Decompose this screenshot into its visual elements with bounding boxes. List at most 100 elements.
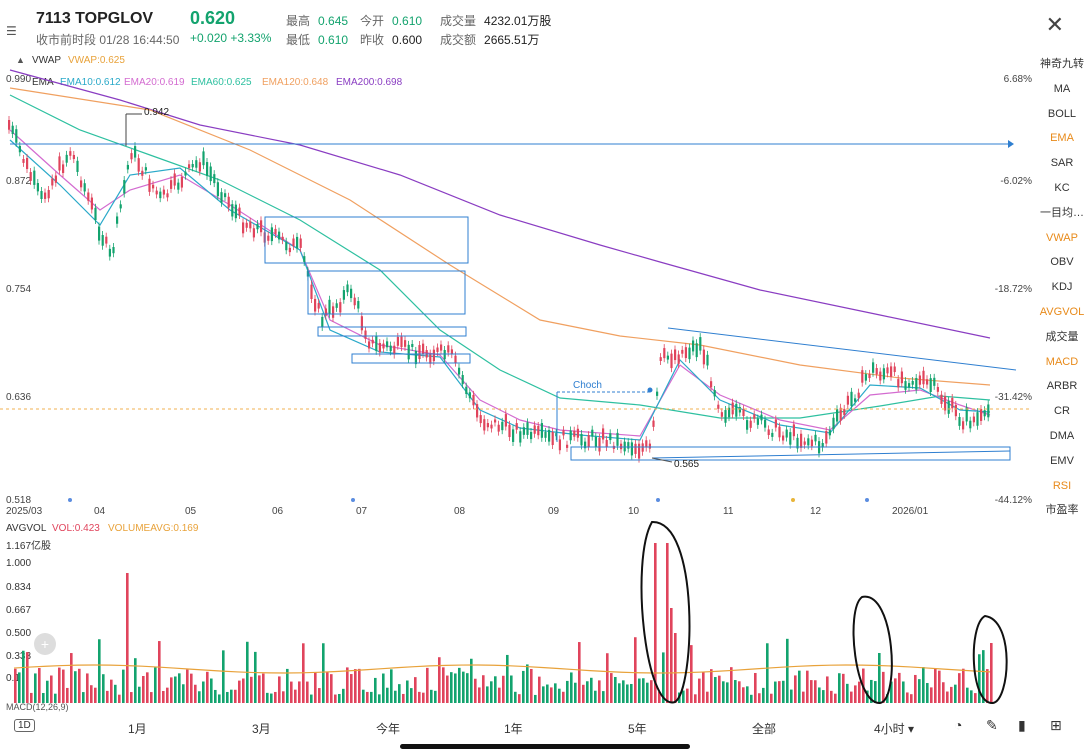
candle-body bbox=[537, 425, 540, 436]
candle-body bbox=[18, 145, 21, 153]
candle-body bbox=[814, 434, 817, 442]
sidebar-item[interactable]: KDJ bbox=[1051, 281, 1073, 294]
range-3m-button[interactable]: 3月 bbox=[252, 722, 271, 736]
candle-body bbox=[785, 429, 788, 438]
candle-body bbox=[854, 398, 857, 402]
candle-body bbox=[620, 443, 623, 450]
price-chart[interactable]: ▲ VWAP VWAP:0.625 EMA EMA10:0.612 EMA20:… bbox=[0, 0, 1036, 712]
volume-bar bbox=[218, 694, 221, 703]
candle-body bbox=[782, 435, 785, 441]
sidebar-item[interactable]: RSI bbox=[1052, 479, 1072, 492]
volume-bar bbox=[306, 681, 309, 703]
volume-bar bbox=[846, 683, 849, 703]
zone-box[interactable] bbox=[307, 270, 466, 315]
sidebar-item[interactable]: 一目均… bbox=[1040, 206, 1084, 219]
add-indicator-button[interactable] bbox=[34, 633, 56, 655]
zone-box[interactable] bbox=[351, 353, 471, 364]
candle-body bbox=[987, 404, 990, 418]
sidebar-item[interactable]: AVGVOL bbox=[1039, 305, 1085, 318]
candle-body bbox=[918, 375, 921, 385]
event-dot[interactable] bbox=[656, 498, 660, 502]
volume-bar bbox=[170, 677, 173, 703]
zone-box[interactable] bbox=[317, 326, 467, 337]
range-5y-button[interactable]: 5年 bbox=[628, 722, 647, 736]
volume-bar bbox=[330, 674, 333, 703]
candle-body bbox=[278, 231, 281, 240]
sidebar-item[interactable]: ARBR bbox=[1046, 380, 1078, 393]
vol-value: VOL:0.423 bbox=[52, 523, 100, 534]
candle-body bbox=[447, 345, 450, 353]
sidebar-item[interactable]: EMA bbox=[1050, 132, 1074, 145]
candle-body bbox=[731, 402, 734, 415]
volume-bar bbox=[558, 688, 561, 703]
zone-box[interactable] bbox=[570, 446, 1011, 461]
gauge-icon[interactable]: ◔ bbox=[954, 717, 963, 733]
volume-bar bbox=[574, 682, 577, 703]
event-dot[interactable] bbox=[351, 498, 355, 502]
price-tick: 0.872 bbox=[6, 176, 31, 187]
menu-icon[interactable]: ☰ bbox=[6, 24, 17, 38]
candle-body bbox=[749, 420, 752, 428]
candle-icon[interactable]: ▮ bbox=[1018, 717, 1026, 733]
candle-body bbox=[519, 431, 522, 443]
volume-bar bbox=[526, 664, 529, 703]
candle-body bbox=[339, 302, 342, 313]
sidebar-item[interactable]: SAR bbox=[1050, 157, 1074, 170]
interval-4h-dropdown[interactable]: 4小时 ▾ bbox=[874, 722, 915, 736]
volume-bar bbox=[738, 681, 741, 703]
candle-body bbox=[929, 378, 932, 393]
hand-drawn-circle bbox=[972, 614, 1008, 705]
candle-body bbox=[864, 374, 867, 381]
sidebar-item[interactable]: 成交量 bbox=[1045, 330, 1079, 343]
sidebar-item[interactable]: VWAP bbox=[1046, 231, 1078, 244]
sidebar-item[interactable]: 市盈率 bbox=[1045, 504, 1079, 517]
sidebar-item[interactable]: CR bbox=[1054, 405, 1070, 418]
close-icon[interactable]: ✕ bbox=[1045, 12, 1064, 37]
sidebar-item[interactable]: MA bbox=[1053, 82, 1071, 95]
period-1d-button[interactable]: 1D bbox=[14, 719, 35, 732]
candle-body bbox=[90, 197, 93, 210]
candle-body bbox=[843, 408, 846, 415]
volume-bar bbox=[14, 668, 17, 703]
volume-bar bbox=[214, 689, 217, 703]
trendline[interactable] bbox=[651, 450, 1011, 459]
candle-body bbox=[958, 416, 961, 426]
collapse-arrow-icon[interactable]: ▲ bbox=[16, 55, 25, 65]
volume-bar bbox=[690, 645, 693, 703]
range-ytd-button[interactable]: 今年 bbox=[376, 722, 401, 736]
sidebar-item[interactable]: BOLL bbox=[1047, 107, 1077, 120]
volume-bar bbox=[794, 675, 797, 703]
sidebar-item[interactable]: MACD bbox=[1045, 355, 1079, 368]
event-dot[interactable] bbox=[865, 498, 869, 502]
range-1y-button[interactable]: 1年 bbox=[504, 722, 523, 736]
grid-icon[interactable]: ⊞ bbox=[1050, 717, 1062, 733]
candlesticks bbox=[8, 116, 990, 463]
candle-body bbox=[314, 298, 317, 312]
sidebar-item[interactable]: DMA bbox=[1049, 429, 1075, 442]
volume-bar bbox=[798, 670, 801, 703]
event-dot[interactable] bbox=[68, 498, 72, 502]
volume-bar bbox=[430, 689, 433, 703]
range-1m-button[interactable]: 1月 bbox=[128, 722, 147, 736]
pen-icon[interactable]: ✎ bbox=[986, 717, 998, 733]
candle-body bbox=[422, 343, 425, 355]
volume-bar bbox=[274, 691, 277, 703]
zone-box[interactable] bbox=[264, 216, 469, 264]
volume-bar bbox=[414, 677, 417, 703]
volume-bar bbox=[50, 675, 53, 703]
candle-body bbox=[465, 386, 468, 394]
trendline[interactable] bbox=[667, 327, 1017, 371]
event-dot[interactable] bbox=[791, 498, 795, 502]
candle-body bbox=[418, 345, 421, 360]
candle-body bbox=[634, 443, 637, 454]
sidebar-item[interactable]: EMV bbox=[1050, 454, 1074, 467]
candle-body bbox=[353, 297, 356, 306]
candle-body bbox=[868, 373, 871, 379]
range-all-button[interactable]: 全部 bbox=[752, 722, 777, 736]
sidebar-item[interactable]: KC bbox=[1054, 181, 1070, 194]
volume-bar bbox=[418, 691, 421, 703]
candle-body bbox=[317, 303, 320, 309]
sidebar-item[interactable]: OBV bbox=[1050, 256, 1074, 269]
home-indicator bbox=[400, 744, 690, 749]
sidebar-item[interactable]: 神奇九转 bbox=[1040, 58, 1084, 70]
